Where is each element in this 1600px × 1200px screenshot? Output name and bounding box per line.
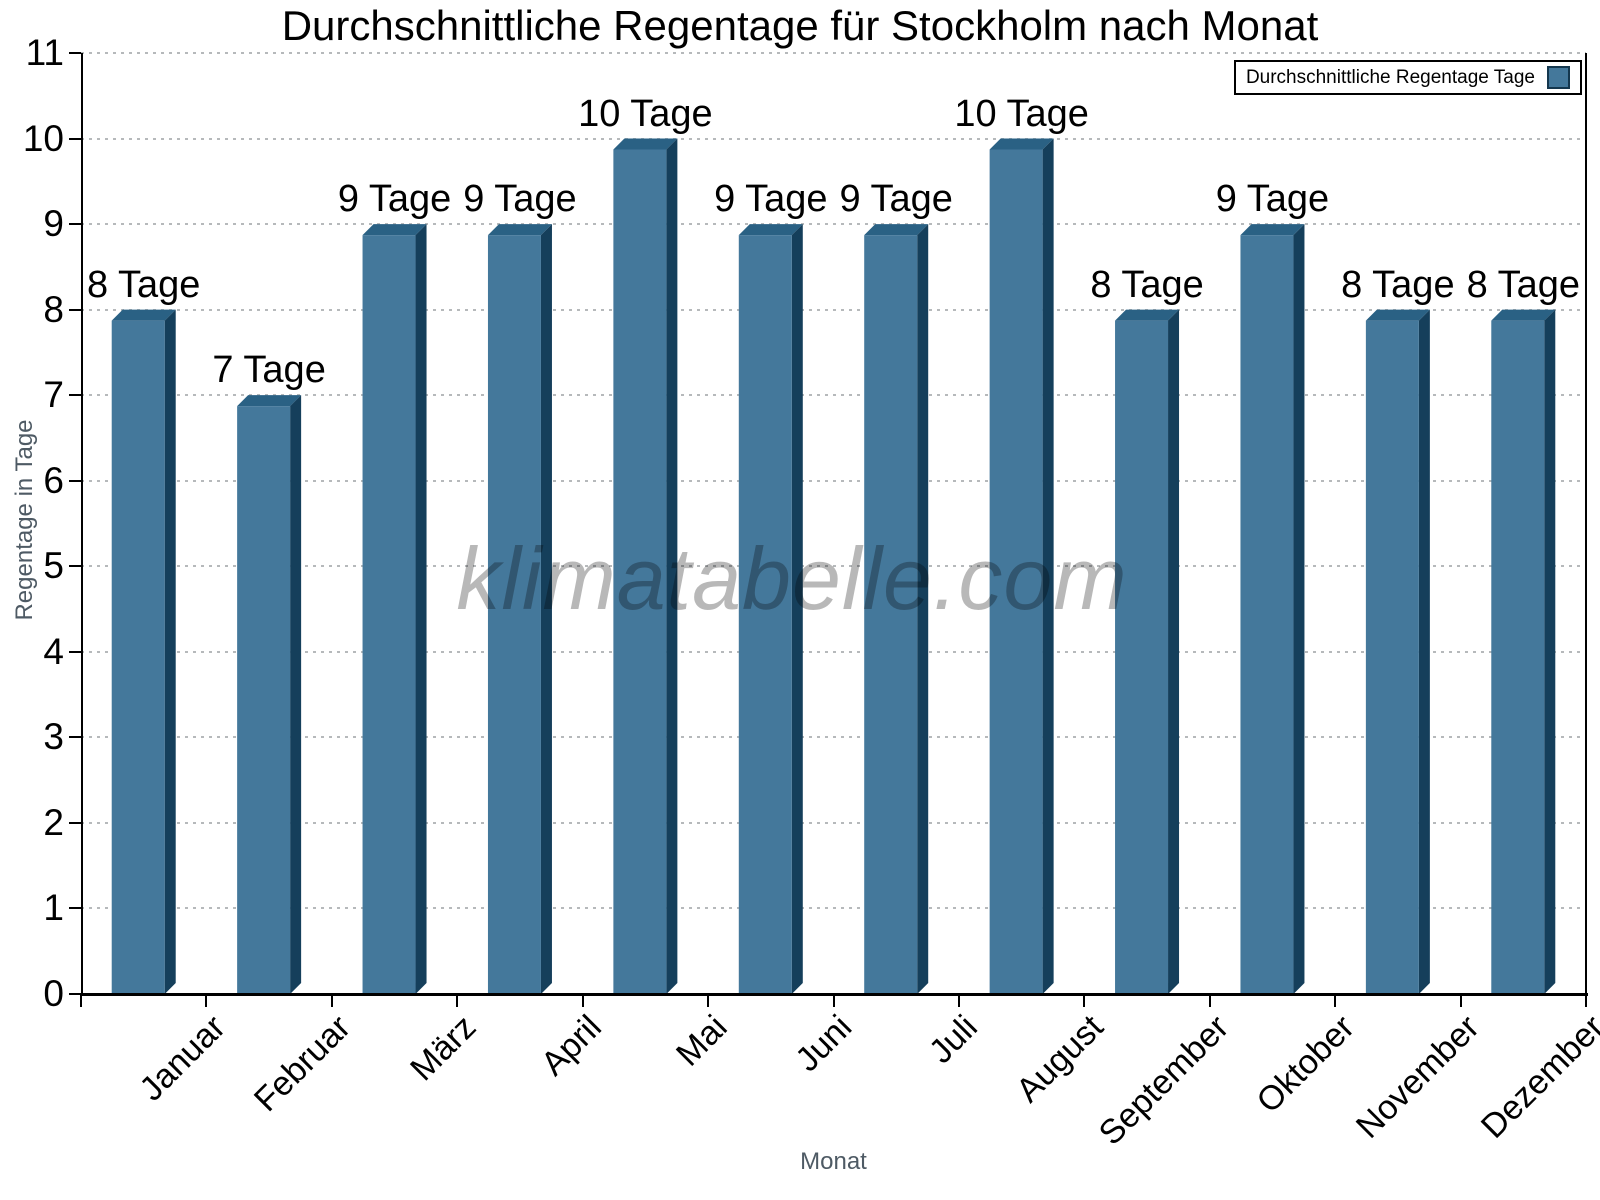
- bar-value-label-april: 9 Tage: [463, 178, 577, 221]
- y-tick-mark: [69, 993, 81, 995]
- bar-mai: [613, 138, 678, 994]
- legend-label: Durchschnittliche Regentage Tage: [1245, 66, 1535, 88]
- y-tick-mark: [69, 736, 81, 739]
- gridline-y-4: [81, 650, 1586, 653]
- x-tick-mark: [330, 994, 333, 1007]
- chart-title: Durchschnittliche Regentage für Stockhol…: [281, 2, 1319, 49]
- gridline-y-10: [81, 137, 1586, 140]
- plot-right-border: [1585, 53, 1587, 994]
- bar-value-label-juli: 9 Tage: [839, 178, 953, 221]
- bar-value-label-dezember: 8 Tage: [1466, 263, 1580, 306]
- y-tick-label: 6: [43, 459, 64, 501]
- bar-august: [989, 138, 1054, 994]
- bar-januar: [111, 309, 176, 994]
- bar-value-label-august: 10 Tage: [954, 92, 1089, 135]
- y-tick-label: 5: [43, 545, 64, 587]
- legend-color-swatch-icon: [1547, 66, 1570, 89]
- bar-value-label-oktober: 9 Tage: [1215, 178, 1330, 221]
- x-axis-title: Monat: [800, 1148, 867, 1175]
- bar-value-label-januar: 8 Tage: [87, 263, 201, 306]
- x-tick-label-april: April: [533, 1008, 609, 1083]
- legend: Durchschnittliche Regentage Tage: [1233, 60, 1582, 95]
- y-tick-mark: [69, 308, 81, 311]
- y-tick-label: 4: [43, 630, 64, 672]
- x-tick-mark: [456, 994, 459, 1007]
- gridline-y-8: [81, 308, 1586, 311]
- bar-value-label-november: 8 Tage: [1341, 263, 1455, 306]
- gridline-y-11: [81, 52, 1586, 54]
- bar-september: [1115, 309, 1180, 994]
- gridline-y-5: [81, 565, 1586, 568]
- gridline-y-7: [81, 394, 1586, 397]
- x-tick-mark: [1459, 994, 1462, 1007]
- x-tick-mark: [1585, 994, 1587, 1007]
- bar-maerz: [362, 224, 427, 994]
- y-tick-label: 9: [43, 203, 64, 245]
- x-axis-line: [81, 993, 1588, 996]
- y-tick-label: 1: [43, 887, 64, 929]
- y-tick-label: 10: [22, 117, 64, 159]
- y-tick-mark: [69, 565, 81, 568]
- bar-november: [1365, 309, 1430, 994]
- x-tick-mark: [707, 994, 710, 1007]
- x-tick-label-august: August: [1008, 1008, 1111, 1110]
- x-tick-mark: [1334, 994, 1337, 1007]
- x-tick-mark: [1083, 994, 1086, 1007]
- x-tick-label-maerz: März: [403, 1008, 484, 1089]
- y-tick-mark: [69, 137, 81, 140]
- y-tick-mark: [69, 650, 81, 653]
- y-tick-mark: [69, 394, 81, 397]
- x-tick-label-juni: Juni: [788, 1008, 860, 1079]
- gridline-y-9: [81, 223, 1586, 226]
- x-tick-label-september: September: [1091, 1008, 1236, 1153]
- x-tick-mark: [832, 994, 835, 1007]
- y-tick-label: 0: [43, 973, 64, 1014]
- x-tick-label-juli: Juli: [922, 1008, 986, 1071]
- x-tick-mark: [581, 994, 584, 1007]
- y-axis-title: Regentage in Tage: [11, 419, 38, 621]
- x-tick-label-november: November: [1348, 1008, 1487, 1146]
- bar-juni: [738, 224, 803, 994]
- x-tick-label-dezember: Dezember: [1474, 1008, 1600, 1146]
- y-tick-label: 3: [43, 716, 64, 758]
- y-tick-mark: [69, 479, 81, 482]
- bar-value-label-februar: 7 Tage: [212, 349, 326, 392]
- x-tick-mark: [957, 994, 960, 1007]
- bar-value-label-juni: 9 Tage: [714, 178, 828, 221]
- bar-value-label-mai: 10 Tage: [578, 92, 713, 135]
- y-tick-label: 7: [43, 374, 64, 416]
- bar-februar: [237, 395, 302, 994]
- y-axis-line: [81, 53, 83, 996]
- bar-value-label-maerz: 9 Tage: [337, 178, 452, 221]
- y-tick-mark: [69, 821, 81, 824]
- y-tick-label: 11: [25, 32, 64, 73]
- y-tick-mark: [69, 223, 81, 226]
- y-tick-label: 2: [43, 801, 64, 843]
- x-tick-label-februar: Februar: [246, 1008, 358, 1120]
- bar-juli: [864, 224, 929, 994]
- x-tick-label-mai: Mai: [668, 1008, 735, 1074]
- bars-layer: [111, 138, 1556, 994]
- x-tick-label-oktober: Oktober: [1248, 1008, 1362, 1121]
- bar-value-label-september: 8 Tage: [1090, 263, 1204, 306]
- gridline-y-3: [81, 736, 1586, 739]
- y-tick-mark: [69, 52, 81, 54]
- gridline-y-6: [81, 479, 1586, 482]
- x-tick-label-januar: Januar: [132, 1008, 233, 1109]
- bar-oktober: [1240, 224, 1305, 994]
- x-tick-mark: [1208, 994, 1211, 1007]
- bar-dezember: [1491, 309, 1556, 994]
- x-tick-mark: [205, 994, 208, 1007]
- x-tick-mark: [80, 994, 82, 1007]
- gridline-y-1: [81, 907, 1586, 910]
- gridline-y-2: [81, 821, 1586, 824]
- y-tick-mark: [69, 907, 81, 910]
- y-tick-label: 8: [43, 288, 64, 330]
- bar-april: [487, 224, 552, 994]
